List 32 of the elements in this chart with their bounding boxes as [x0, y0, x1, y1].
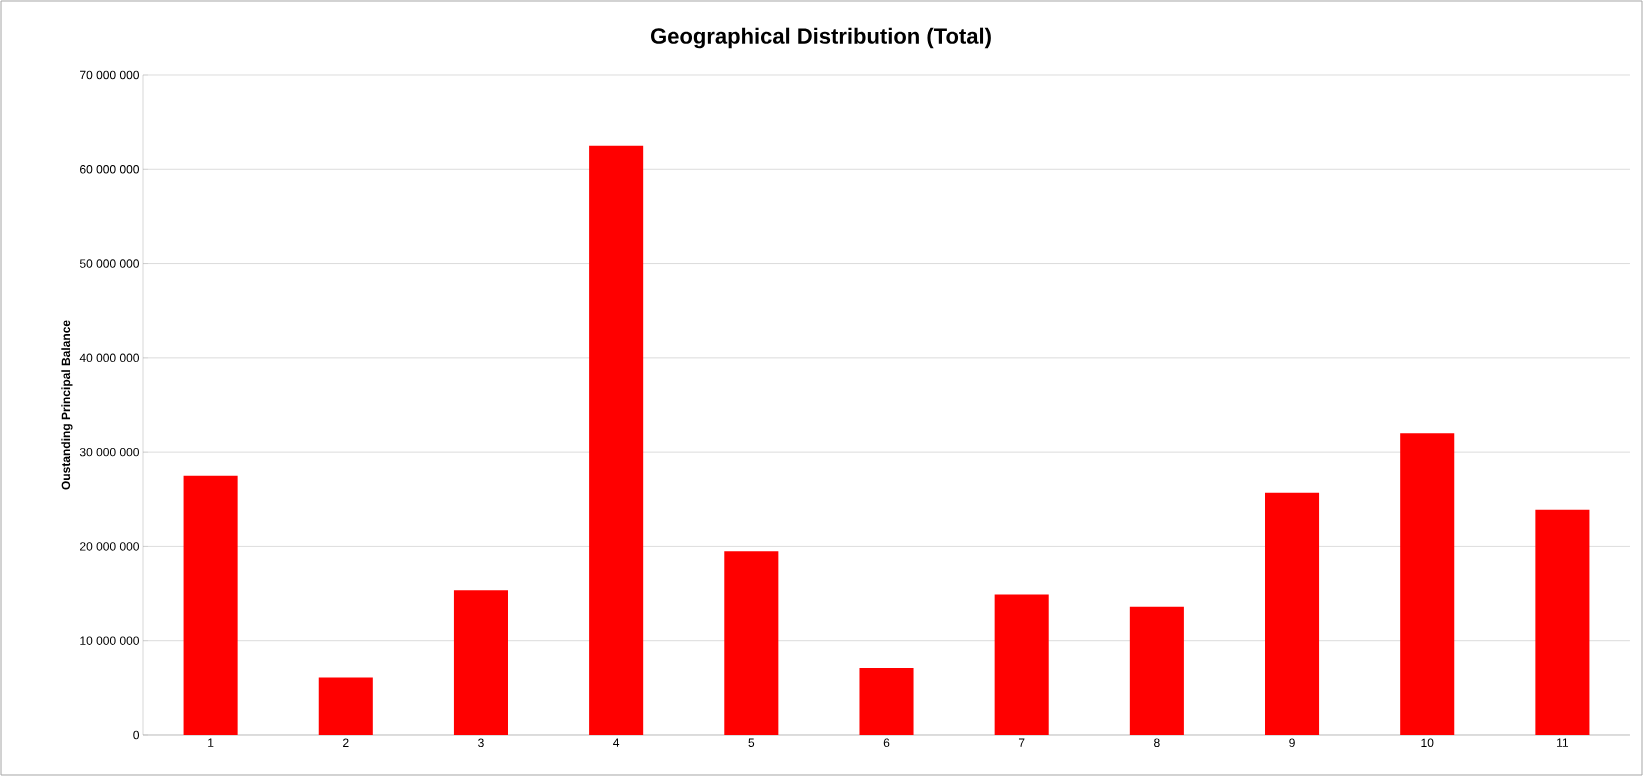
x-tick-label: 1 [208, 738, 214, 747]
bar [1129, 606, 1184, 735]
x-tick-label: 5 [748, 738, 755, 747]
bar [724, 551, 779, 735]
x-tick-label: 2 [343, 738, 349, 747]
bar [1400, 433, 1455, 735]
bar [318, 677, 373, 735]
y-tick-label: 0 [133, 730, 140, 740]
bar [589, 145, 644, 735]
y-tick-label: 60 000 000 [80, 165, 139, 174]
bar [1535, 509, 1590, 735]
x-tick-label: 11 [1557, 738, 1569, 747]
bar [1265, 492, 1320, 735]
y-axis-title: Oustanding Principal Balance [61, 320, 73, 490]
y-tick-label: 10 000 000 [80, 636, 139, 645]
y-tick-label: 70 000 000 [80, 70, 139, 80]
x-tick-label: 8 [1154, 738, 1160, 748]
x-tick-label: 4 [613, 738, 620, 747]
bar [453, 590, 508, 735]
y-tick-label: 40 000 000 [79, 353, 139, 363]
bar [183, 475, 238, 735]
y-tick-label: 20 000 000 [80, 542, 139, 551]
bar [859, 668, 914, 735]
bar [994, 594, 1049, 735]
x-tick-label: 9 [1289, 738, 1295, 748]
y-tick-label: 30 000 000 [79, 447, 139, 457]
x-tick-label: 7 [1018, 738, 1025, 747]
y-tick-label: 50 000 000 [79, 259, 139, 268]
chart-title: Geographical Distribution (Total) [651, 27, 991, 49]
x-tick-label: 10 [1421, 738, 1434, 748]
x-tick-label: 3 [478, 738, 484, 748]
x-tick-label: 6 [883, 738, 890, 748]
